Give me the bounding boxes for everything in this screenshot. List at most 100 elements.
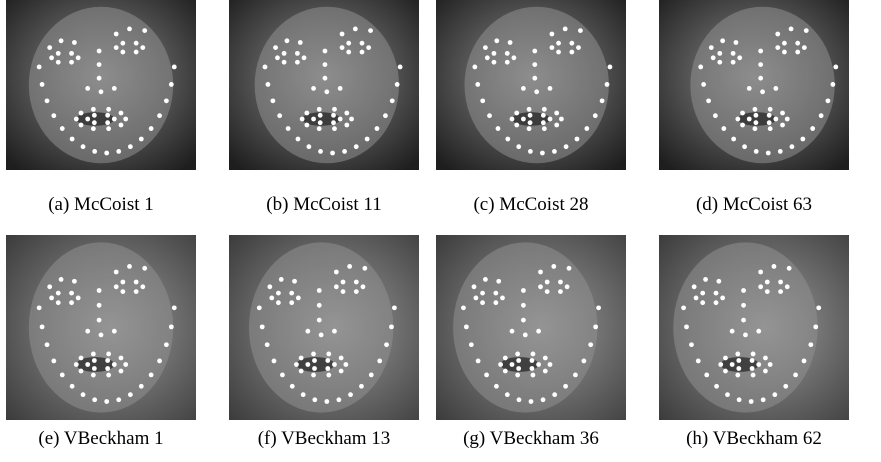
landmark: [464, 324, 469, 329]
landmark: [338, 86, 343, 91]
landmark: [696, 359, 701, 364]
landmark: [480, 300, 485, 305]
landmark: [826, 98, 831, 103]
landmark: [365, 137, 370, 142]
landmark: [503, 369, 508, 374]
landmark: [529, 399, 534, 404]
landmark: [737, 397, 742, 402]
landmark: [554, 123, 559, 128]
landmark: [346, 41, 351, 46]
figure: (a) McCoist 1(b) McCoist 11(c) McCoist 2…: [0, 0, 881, 462]
landmark: [795, 41, 800, 46]
landmark: [164, 98, 169, 103]
landmark: [758, 49, 763, 54]
landmark: [689, 342, 694, 347]
landmark: [92, 149, 97, 154]
landmark: [740, 111, 745, 116]
landmark: [59, 38, 64, 43]
landmark: [760, 89, 765, 94]
landmark: [120, 50, 125, 55]
landmark: [169, 324, 174, 329]
landmark: [714, 384, 719, 389]
landmark: [528, 149, 533, 154]
landmark: [76, 296, 81, 301]
landmark: [341, 289, 346, 294]
landmark: [775, 45, 780, 50]
caption: (d) McCoist 63: [696, 194, 812, 215]
landmark: [114, 284, 119, 289]
landmark: [282, 60, 287, 65]
landmark: [347, 264, 352, 269]
landmark: [772, 392, 777, 397]
landmark: [730, 329, 735, 334]
landmark: [79, 356, 84, 361]
landmark: [269, 296, 274, 301]
face: [673, 242, 817, 412]
landmark: [750, 358, 755, 363]
landmark: [398, 65, 403, 70]
landmark: [311, 117, 316, 122]
landmark: [40, 324, 45, 329]
landmark: [600, 98, 605, 103]
landmark: [516, 366, 521, 371]
landmark: [714, 291, 719, 296]
panel: (d) McCoist 63: [659, 0, 849, 215]
landmark: [749, 399, 754, 404]
landmark: [593, 324, 598, 329]
landmark: [331, 120, 336, 125]
landmark: [765, 280, 770, 285]
landmark: [157, 359, 162, 364]
landmark: [800, 137, 805, 142]
landmark: [91, 107, 96, 112]
landmark: [285, 38, 290, 43]
landmark: [763, 369, 768, 374]
landmark: [514, 123, 519, 128]
landmark: [348, 392, 353, 397]
landmark: [723, 356, 728, 361]
landmark: [112, 86, 117, 91]
landmark: [783, 384, 788, 389]
landmark: [532, 76, 537, 81]
landmark: [563, 384, 568, 389]
landmark: [768, 126, 773, 131]
landmark: [521, 303, 526, 308]
landmark: [383, 113, 388, 118]
panel: (c) McCoist 28: [436, 0, 626, 215]
landmark: [72, 279, 77, 284]
landmark: [736, 358, 741, 363]
face: [29, 7, 173, 163]
landmark: [698, 65, 703, 70]
landmark: [120, 280, 125, 285]
landmark: [69, 291, 74, 296]
landmark: [47, 45, 52, 50]
landmark: [114, 32, 119, 37]
landmark: [508, 40, 513, 45]
landmark: [114, 45, 119, 50]
landmark: [290, 384, 295, 389]
landmark: [795, 50, 800, 55]
landmark: [263, 65, 268, 70]
landmark: [505, 392, 510, 397]
landmark: [59, 277, 64, 282]
landmark: [527, 126, 532, 131]
landmark: [545, 280, 550, 285]
landmark: [718, 362, 723, 367]
landmark: [340, 45, 345, 50]
landmark: [81, 144, 86, 149]
landmark: [492, 51, 497, 56]
landmark: [514, 111, 519, 116]
landmark: [51, 359, 56, 364]
landmark: [734, 40, 739, 45]
landmark: [120, 289, 125, 294]
landmark: [368, 28, 373, 33]
landmark: [306, 144, 311, 149]
landmark: [341, 280, 346, 285]
landmark: [266, 82, 271, 87]
landmark: [105, 358, 110, 363]
landmark: [342, 149, 347, 154]
landmark: [552, 149, 557, 154]
landmark: [112, 117, 117, 122]
landmark: [581, 359, 586, 364]
landmark: [349, 117, 354, 122]
landmark: [366, 45, 371, 50]
